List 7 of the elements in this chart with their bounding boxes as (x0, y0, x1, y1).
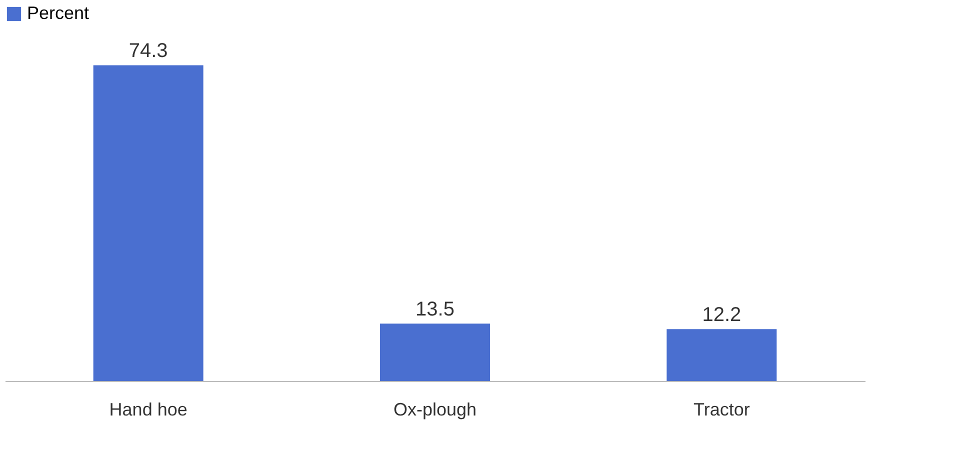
legend-label: Percent (27, 3, 90, 23)
x-tick-label: Ox-plough (393, 400, 477, 420)
data-label: 74.3 (128, 40, 168, 62)
data-label: 12.2 (702, 304, 742, 326)
data-label: 13.5 (416, 298, 454, 321)
x-tick-label: Hand hoe (109, 400, 188, 420)
x-tick-label: Tractor (693, 400, 750, 420)
